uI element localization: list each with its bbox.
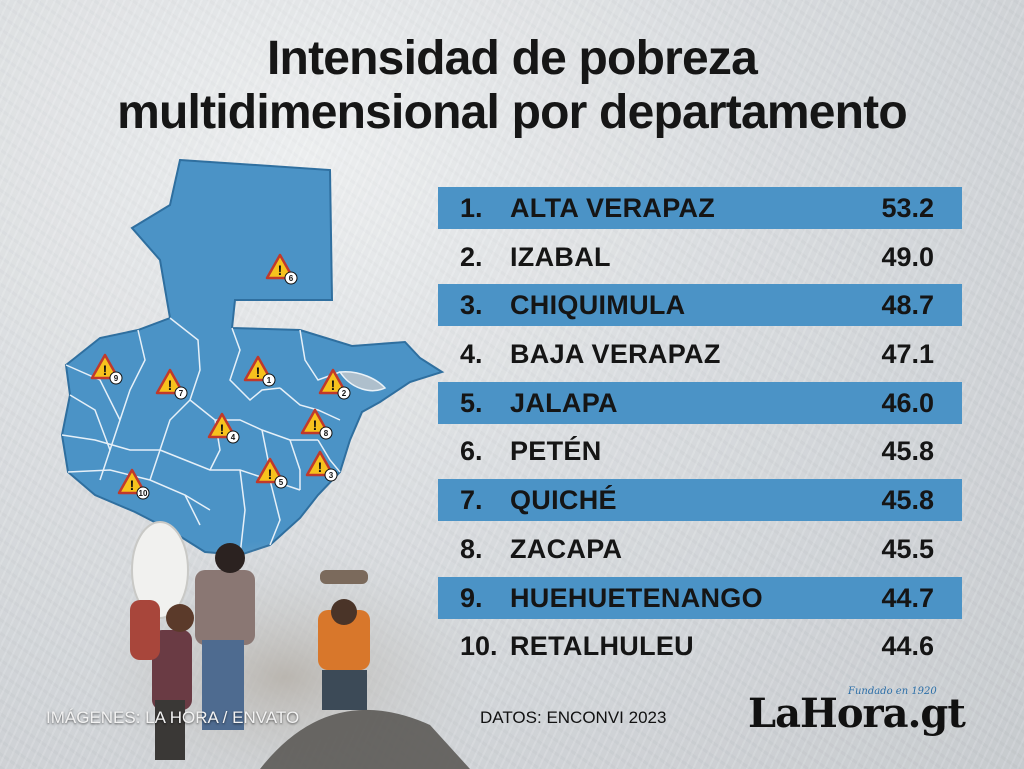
table-row: 6. PETÉN 45.8	[438, 428, 962, 477]
intensity-value: 47.1	[881, 339, 934, 370]
svg-text:!: !	[313, 417, 318, 433]
rank-number: 4.	[460, 339, 483, 370]
intensity-value: 45.8	[881, 485, 934, 516]
rank-number: 10.	[460, 631, 498, 662]
marker-rank-label: 8	[324, 429, 329, 438]
marker-rank-label: 1	[267, 376, 272, 385]
map-shape	[60, 158, 445, 557]
marker-rank-label: 2	[342, 389, 347, 398]
intensity-value: 45.8	[881, 436, 934, 467]
row-band	[438, 381, 962, 424]
marker-rank-label: 10	[139, 489, 148, 498]
people-photo	[100, 521, 470, 769]
person-left	[130, 521, 255, 760]
rank-number: 5.	[460, 387, 483, 418]
department-name: PETÉN	[510, 436, 602, 467]
debris-pile	[260, 709, 470, 769]
lahora-logo: Fundado en 1920 LaHora.gt	[748, 686, 978, 740]
marker-rank-label: 3	[329, 471, 334, 480]
intensity-value: 49.0	[881, 241, 934, 272]
department-name: CHIQUIMULA	[510, 290, 686, 321]
department-name: BAJA VERAPAZ	[510, 339, 721, 370]
warning-icon: !9	[90, 353, 123, 385]
svg-text:!: !	[220, 421, 225, 437]
svg-text:!: !	[268, 466, 273, 482]
svg-text:!: !	[168, 377, 173, 393]
map-markers: !1 !2!3!4!5!6!7!8!9!10	[90, 253, 351, 500]
intensity-value: 48.7	[881, 290, 934, 321]
person-right	[318, 570, 370, 710]
table-row: 2. IZABAL 49.0	[438, 234, 962, 283]
title-line-2: multidimensional por departamento	[117, 86, 908, 139]
rank-number: 1.	[460, 193, 483, 223]
rank-number: 7.	[460, 485, 483, 516]
table-row: 10. RETALHULEU 44.6	[438, 623, 962, 672]
rank-number: 3.	[460, 290, 483, 321]
warning-icon: !7	[155, 368, 188, 400]
warning-icon: !2	[318, 368, 351, 400]
rank-number: 6.	[460, 436, 483, 467]
page-title: Intensidad de pobreza multidimensional p…	[0, 32, 1024, 140]
marker-rank-label: 9	[114, 374, 119, 383]
intensity-value: 44.7	[881, 582, 934, 613]
guatemala-map: !1 !2!3!4!5!6!7!8!9!10	[60, 158, 445, 557]
department-name: RETALHULEU	[510, 631, 694, 662]
svg-text:!: !	[278, 262, 283, 278]
department-name: HUEHUETENANGO	[510, 582, 763, 613]
table-row: 7. QUICHÉ 45.8	[438, 477, 962, 526]
intensity-value: 53.2	[881, 193, 934, 223]
warning-icon: !1	[243, 355, 276, 387]
svg-text:!: !	[256, 364, 261, 380]
row-band	[438, 479, 962, 522]
warning-icon: !5	[255, 457, 288, 489]
table-row: 3. CHIQUIMULA 48.7	[438, 282, 962, 331]
table-row: 5. JALAPA 46.0	[438, 380, 962, 429]
svg-text:!: !	[103, 362, 108, 378]
row-band	[438, 284, 962, 327]
department-name: QUICHÉ	[510, 485, 617, 516]
intensity-value: 44.6	[881, 631, 934, 662]
table-row: 4. BAJA VERAPAZ 47.1	[438, 331, 962, 380]
row-band	[438, 576, 962, 619]
intensity-value: 45.5	[881, 533, 934, 564]
marker-rank-label: 5	[279, 478, 284, 487]
svg-text:!: !	[130, 477, 135, 493]
lake-izabal	[338, 371, 387, 392]
map-body	[60, 158, 445, 557]
rank-number: 9.	[460, 582, 483, 613]
department-name: ALTA VERAPAZ	[510, 193, 716, 223]
rank-number: 2.	[460, 241, 483, 272]
department-name: IZABAL	[510, 241, 611, 272]
marker-rank-label: 6	[289, 274, 294, 283]
table-row: 1. ALTA VERAPAZ 53.2	[438, 185, 962, 234]
table-row: 8. ZACAPA 45.5	[438, 526, 962, 575]
warning-icon: !3	[305, 450, 338, 482]
warning-icon: !6	[265, 253, 298, 285]
rank-number: 8.	[460, 533, 483, 564]
warning-icon: !8	[300, 408, 333, 440]
warning-icon: ! 10	[117, 468, 150, 500]
image-credit: IMÁGENES: LA HORA / ENVATO	[46, 708, 300, 727]
department-name: ZACAPA	[510, 533, 623, 564]
svg-text:!: !	[331, 377, 336, 393]
department-name: JALAPA	[510, 387, 618, 418]
svg-text:!: !	[318, 459, 323, 475]
ranking-table: 1. ALTA VERAPAZ 53.2 2. IZABAL 49.0 3. CHIQUIMU…	[438, 185, 962, 672]
table-row: 9. HUEHUETENANGO 44.7	[438, 575, 962, 624]
intensity-value: 46.0	[881, 387, 934, 418]
marker-rank-label: 7	[179, 389, 184, 398]
logo-tagline: Fundado en 1920	[848, 686, 937, 697]
row-band	[438, 187, 962, 229]
marker-rank-label: 4	[231, 433, 236, 442]
title-line-1: Intensidad de pobreza	[267, 32, 758, 85]
warning-icon: !4	[207, 412, 240, 444]
logo-text: LaHora.gt	[748, 690, 966, 737]
data-source: DATOS: ENCONVI 2023	[480, 708, 667, 727]
